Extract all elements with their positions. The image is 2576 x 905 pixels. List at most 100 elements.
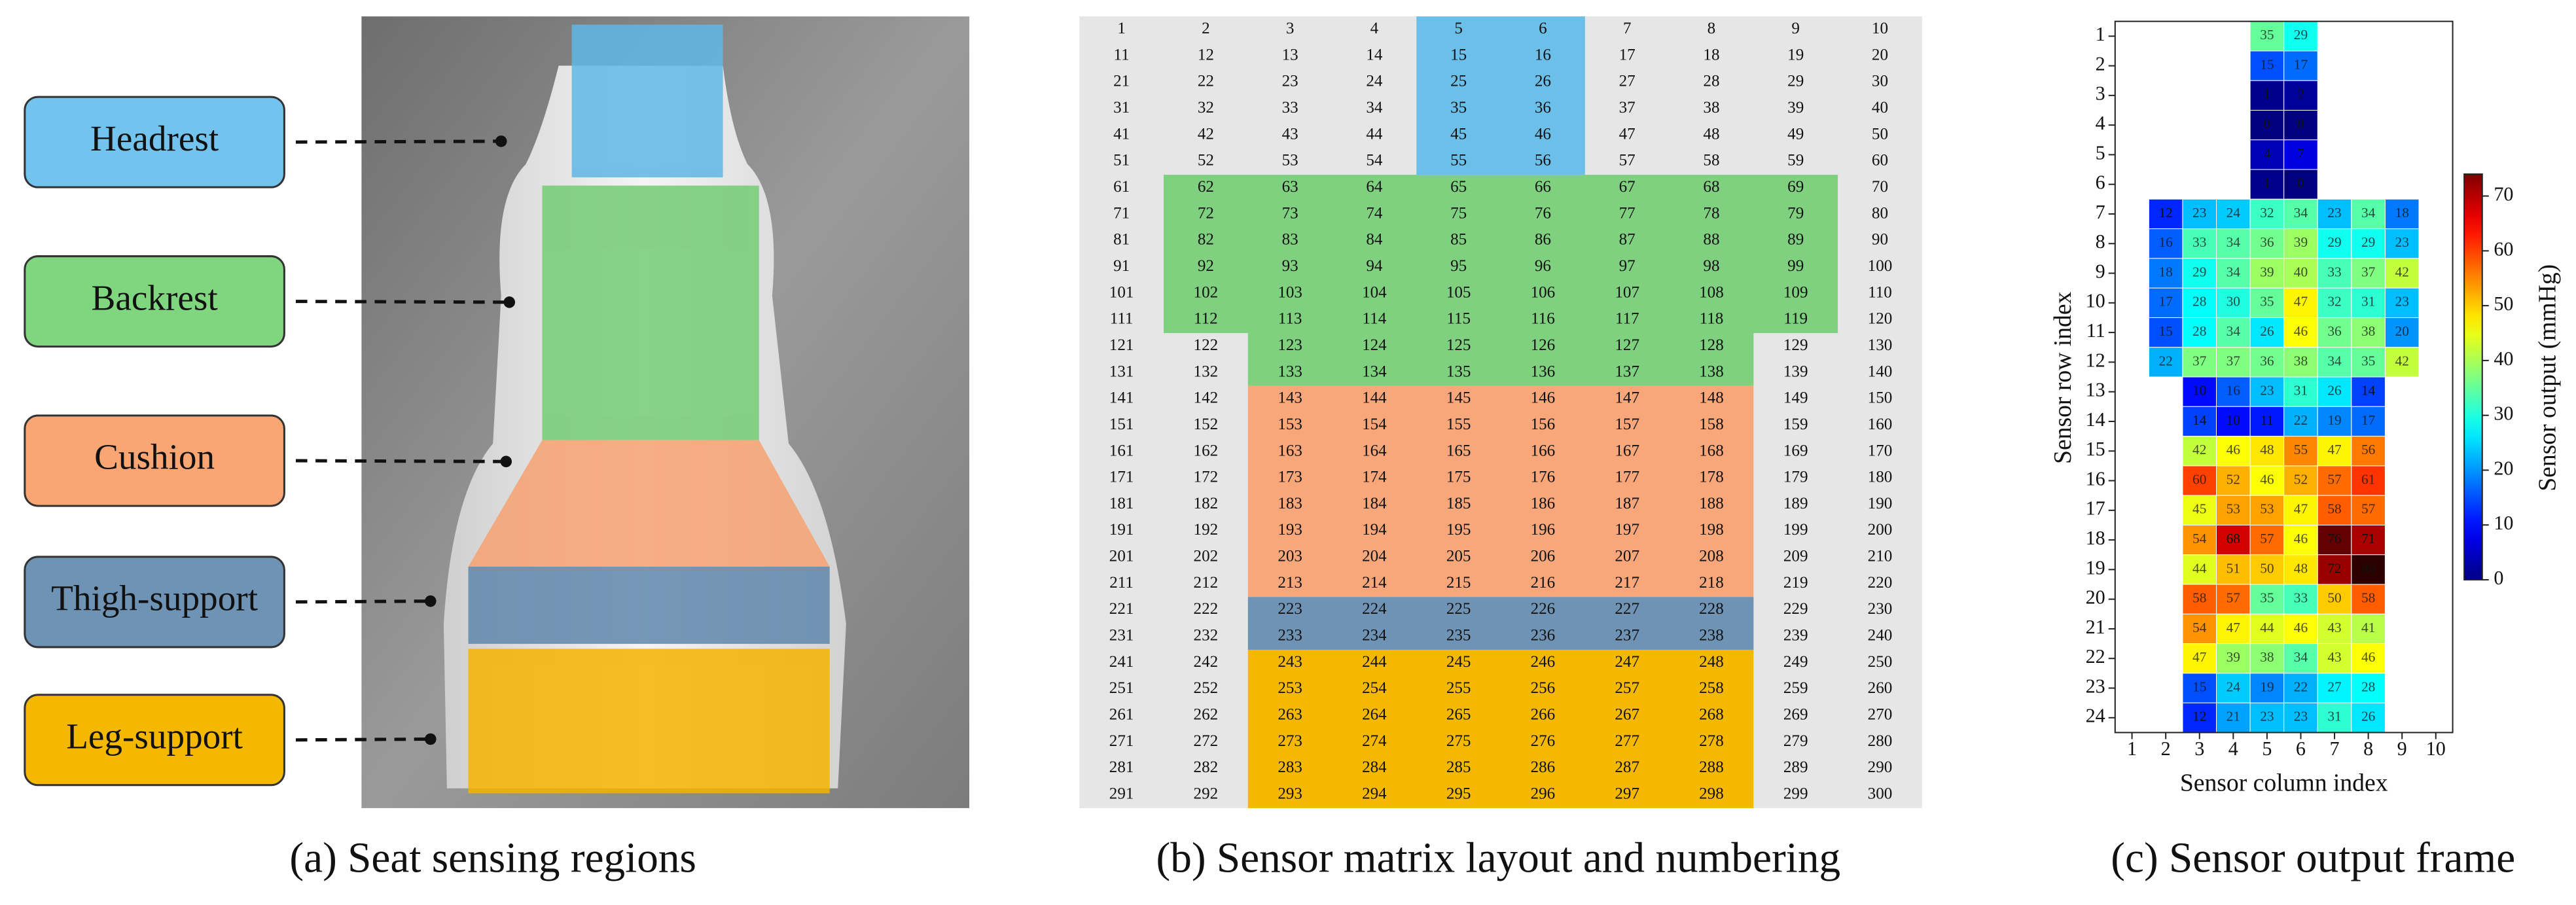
- sensor-number: 116: [1531, 310, 1555, 328]
- sensor-number: 191: [1109, 521, 1134, 539]
- y-tick-label: 20: [2086, 586, 2105, 609]
- sensor-number: 268: [1699, 706, 1724, 724]
- cell-value-label: 37: [2192, 353, 2207, 368]
- sensor-number: 286: [1531, 758, 1556, 776]
- sensor-number: 240: [1868, 627, 1893, 645]
- heat-cell: [2216, 198, 2251, 230]
- y-tick-label: 18: [2086, 527, 2105, 549]
- y-tick-label: 17: [2086, 497, 2105, 520]
- sensor-number: 278: [1699, 732, 1724, 750]
- sensor-number: 135: [1446, 363, 1471, 380]
- cell-value-label: 36: [2260, 234, 2274, 250]
- sensor-number: 290: [1868, 758, 1893, 776]
- heat-cell: [2317, 347, 2352, 378]
- heat-cell: [2148, 287, 2183, 318]
- sensor-number: 74: [1366, 204, 1383, 222]
- cell-value-label: 68: [2227, 531, 2240, 546]
- heat-cell: [2216, 584, 2251, 614]
- sensor-number: 293: [1278, 785, 1302, 803]
- heat-cell: [2249, 21, 2285, 52]
- sensor-number: 141: [1109, 389, 1134, 407]
- cell-value-label: 39: [2294, 234, 2308, 250]
- cell-value-label: 48: [2260, 442, 2274, 457]
- cell-value-label: 46: [2361, 649, 2376, 665]
- sensor-number: 195: [1446, 521, 1471, 539]
- sensor-number: 173: [1278, 469, 1302, 486]
- heat-cell: [2249, 109, 2285, 141]
- cell-value-label: 57: [2227, 590, 2241, 606]
- sensor-number: 5: [1454, 20, 1463, 37]
- sensor-number: 216: [1531, 574, 1556, 592]
- cell-value-label: 29: [2192, 264, 2206, 279]
- cell-value-label: 38: [2260, 649, 2274, 665]
- sensor-number: 271: [1109, 732, 1134, 750]
- cell-value-label: 34: [2294, 205, 2308, 221]
- sensor-number: 83: [1282, 231, 1298, 249]
- cell-value-label: 35: [2361, 353, 2375, 368]
- heat-cell: [2283, 643, 2318, 674]
- sensor-number: 219: [1783, 574, 1808, 592]
- sensor-number: 99: [1787, 257, 1804, 275]
- y-tick-label: 16: [2086, 467, 2105, 489]
- heat-cell: [2351, 228, 2386, 259]
- colorbar-tick-label: 70: [2494, 183, 2513, 205]
- heat-cell: [2283, 465, 2318, 496]
- heat-cell: [2283, 436, 2318, 467]
- sensor-number: 242: [1194, 653, 1219, 671]
- sensor-number: 113: [1278, 310, 1302, 328]
- sensor-number: 249: [1783, 653, 1808, 671]
- sensor-number: 1: [1117, 20, 1126, 37]
- sensor-number: 63: [1282, 178, 1298, 196]
- sensor-number: 18: [1703, 46, 1719, 63]
- sensor-number: 287: [1615, 758, 1639, 776]
- sensor-number: 187: [1615, 495, 1639, 512]
- sensor-number: 14: [1366, 46, 1383, 63]
- sensor-number: 132: [1194, 363, 1219, 380]
- sensor-number: 29: [1787, 73, 1804, 90]
- sensor-number: 71: [1113, 204, 1130, 222]
- y-tick-label: 3: [2096, 82, 2105, 105]
- sensor-number: 220: [1868, 574, 1893, 592]
- sensor-number: 217: [1615, 574, 1639, 592]
- sensor-number: 148: [1699, 389, 1724, 407]
- sensor-number: 189: [1783, 495, 1808, 512]
- heat-cell: [2182, 584, 2217, 614]
- sensor-number: 129: [1783, 336, 1808, 354]
- cell-value-label: 29: [2294, 27, 2308, 43]
- sensor-number: 97: [1619, 257, 1636, 275]
- cell-value-label: 34: [2227, 323, 2241, 339]
- sensor-number: 107: [1615, 283, 1639, 301]
- cell-value-label: 20: [2395, 323, 2409, 339]
- y-tick-label: 2: [2096, 52, 2105, 75]
- heat-cell: [2283, 524, 2318, 556]
- cell-value-label: 72: [2327, 560, 2341, 576]
- cell-value-label: 29: [2327, 234, 2341, 250]
- sensor-number: 162: [1194, 442, 1219, 459]
- cell-value-label: 60: [2192, 471, 2206, 487]
- sensor-number: 142: [1194, 389, 1219, 407]
- sensor-number: 182: [1194, 495, 1219, 512]
- cell-value-label: 71: [2361, 531, 2375, 546]
- sensor-number: 235: [1446, 627, 1471, 645]
- heat-cell: [2249, 584, 2285, 614]
- sensor-number: 118: [1700, 310, 1724, 328]
- sensor-number: 84: [1366, 231, 1383, 249]
- sensor-number: 50: [1872, 125, 1888, 143]
- sensor-number: 213: [1278, 574, 1302, 592]
- cell-value-label: 43: [2327, 649, 2341, 665]
- sensor-number: 146: [1531, 389, 1556, 407]
- sensor-number: 117: [1615, 310, 1639, 328]
- cell-value-label: 50: [2260, 560, 2274, 576]
- sensor-number: 39: [1787, 99, 1804, 116]
- sensor-number: 253: [1278, 679, 1302, 697]
- cell-value-label: 15: [2260, 56, 2274, 72]
- sensor-number: 102: [1194, 283, 1219, 301]
- sensor-number: 257: [1615, 679, 1639, 697]
- cell-value-label: 32: [2260, 205, 2274, 221]
- heat-cell: [2283, 287, 2318, 318]
- y-tick-label: 7: [2096, 201, 2105, 223]
- sensor-number: 101: [1109, 283, 1134, 301]
- sensor-number: 24: [1366, 73, 1383, 90]
- sensor-number: 79: [1787, 204, 1804, 222]
- sensor-number: 7: [1623, 20, 1632, 37]
